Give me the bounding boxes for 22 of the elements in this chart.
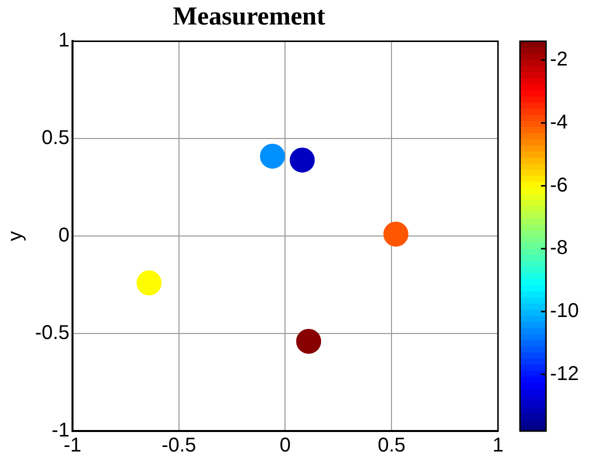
chart-title: Measurement	[172, 1, 326, 30]
point	[290, 148, 315, 173]
color-bar-label: -4	[550, 111, 568, 134]
color-bar-label: -6	[550, 174, 568, 196]
x-tick-label: 0.5	[378, 434, 406, 457]
point	[136, 270, 162, 296]
point	[260, 144, 285, 169]
color-bar-label: -12	[550, 362, 579, 385]
x-tick-label: 0	[280, 434, 291, 457]
color-bar-label: -8	[550, 237, 568, 260]
color-bar-label: -10	[550, 300, 579, 322]
point	[383, 222, 408, 247]
y-axis-title: y	[4, 231, 27, 242]
y-tick-label: 0	[58, 224, 70, 247]
y-tick-label: -1	[52, 420, 70, 442]
x-tick-label: -0.5	[162, 434, 196, 457]
x-tick-label: 1	[492, 434, 504, 457]
y-tick-label: -0.5	[34, 322, 70, 344]
y-tick-label: 1	[58, 30, 70, 52]
y-tick-label: 0.5	[42, 127, 70, 150]
color-bar-label: -2	[550, 48, 568, 71]
point	[296, 328, 322, 354]
